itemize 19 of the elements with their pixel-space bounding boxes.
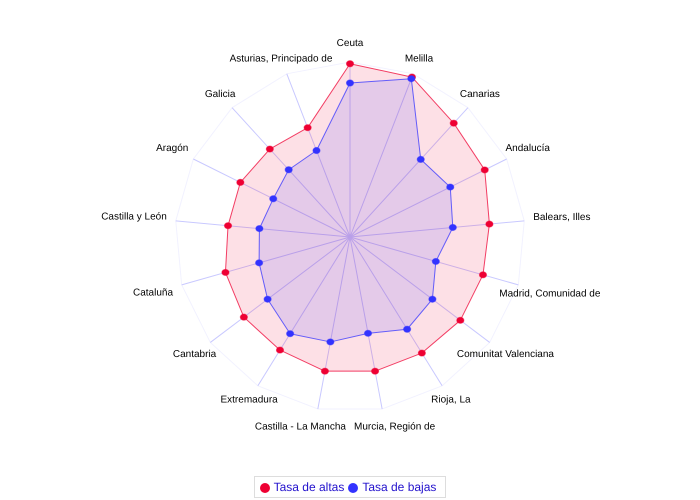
spoke-label: Cantabria <box>172 348 217 360</box>
spoke-label: Murcia, Región de <box>354 422 436 433</box>
spoke-label: Castilla - La Mancha <box>254 422 346 433</box>
spoke-label: Canarias <box>460 89 500 100</box>
spoke-label: Ceuta <box>336 38 364 49</box>
spoke-label: Cataluña <box>132 288 174 299</box>
legend-label: Tasa de altas <box>274 480 344 494</box>
legend-label: Tasa de bajas <box>362 480 436 494</box>
spoke-label: Madrid, Comunidad de <box>499 288 601 300</box>
spoke-label: Castilla y León <box>101 211 167 222</box>
spoke-label: Melilla <box>404 53 434 64</box>
spoke-label: Galicia <box>204 89 236 100</box>
spoke-label: Balears, Illes <box>533 212 590 223</box>
spoke-label: Asturias, Principado de <box>230 53 333 64</box>
spoke-label: Aragón <box>156 142 188 154</box>
spoke-label: Andalucía <box>506 142 550 154</box>
spoke-label: Rioja, La <box>431 394 472 406</box>
spoke-label: Extremadura <box>220 394 278 406</box>
spoke-label: Comunitat Valenciana <box>456 348 554 360</box>
